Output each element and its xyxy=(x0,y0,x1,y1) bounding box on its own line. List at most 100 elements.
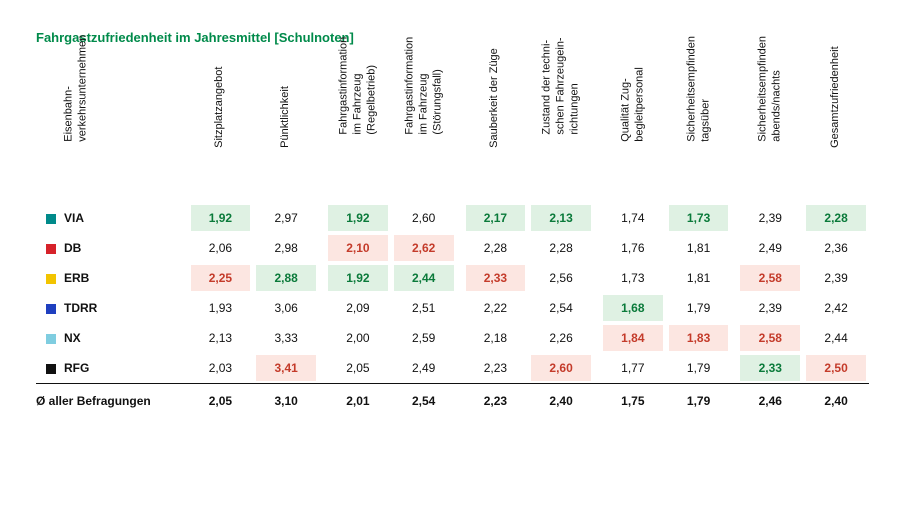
company-name: NX xyxy=(64,331,81,345)
company-cell: ERB xyxy=(36,263,182,293)
value-cell: 2,44 xyxy=(391,263,457,293)
company-cell: NX xyxy=(36,323,182,353)
value-cell: 2,39 xyxy=(803,263,869,293)
company-swatch xyxy=(46,274,56,284)
company-name: VIA xyxy=(64,211,84,225)
value-cell: 2,33 xyxy=(463,263,529,293)
company-cell: TDRR xyxy=(36,293,182,323)
table-footer-row: Ø aller Befragungen2,053,102,012,542,232… xyxy=(36,384,869,418)
column-header: Pünktlichkeit xyxy=(253,63,319,203)
table-row: ERB 2,252,881,922,442,332,561,731,812,582… xyxy=(36,263,869,293)
footer-value: 2,54 xyxy=(391,384,457,418)
value-cell: 1,76 xyxy=(600,233,666,263)
table-row: NX2,133,332,002,592,182,261,841,832,582,… xyxy=(36,323,869,353)
value-cell: 1,92 xyxy=(325,263,391,293)
value-cell: 2,13 xyxy=(188,323,254,353)
value-cell: 1,92 xyxy=(325,203,391,233)
value-cell: 2,22 xyxy=(463,293,529,323)
value-cell: 2,00 xyxy=(325,323,391,353)
column-header: Gesamtzufriedenheit xyxy=(803,63,869,203)
value-cell: 3,33 xyxy=(253,323,319,353)
value-cell: 2,44 xyxy=(803,323,869,353)
column-header: Sicherheitsempfindentagsüber xyxy=(666,63,732,203)
table-body: VIA1,922,971,922,602,172,131,741,732,392… xyxy=(36,203,869,384)
value-cell: 2,28 xyxy=(528,233,594,263)
value-cell: 2,98 xyxy=(253,233,319,263)
value-cell: 2,36 xyxy=(803,233,869,263)
value-cell: 2,17 xyxy=(463,203,529,233)
value-cell: 3,06 xyxy=(253,293,319,323)
value-cell: 1,81 xyxy=(666,233,732,263)
company-swatch xyxy=(46,244,56,254)
footer-label: Ø aller Befragungen xyxy=(36,384,182,418)
column-header: Sicherheitsempfindenabends/nachts xyxy=(737,63,803,203)
value-cell: 2,51 xyxy=(391,293,457,323)
company-name: DB xyxy=(64,241,81,255)
value-cell: 1,73 xyxy=(666,203,732,233)
column-header: Fahrgastinformationim Fahrzeug(Regelbetr… xyxy=(325,63,391,203)
value-cell: 1,81 xyxy=(666,263,732,293)
value-cell: 2,62 xyxy=(391,233,457,263)
company-swatch xyxy=(46,364,56,374)
value-cell: 1,68 xyxy=(600,293,666,323)
column-header: Fahrgastinformationim Fahrzeug(Störungsf… xyxy=(391,63,457,203)
value-cell: 2,60 xyxy=(391,203,457,233)
value-cell: 2,42 xyxy=(803,293,869,323)
table-row: TDRR1,933,062,092,512,222,541,681,792,39… xyxy=(36,293,869,323)
value-cell: 2,50 xyxy=(803,353,869,384)
company-cell: DB xyxy=(36,233,182,263)
value-cell: 2,59 xyxy=(391,323,457,353)
value-cell: 1,74 xyxy=(600,203,666,233)
value-cell: 2,58 xyxy=(737,263,803,293)
company-cell: VIA xyxy=(36,203,182,233)
value-cell: 2,49 xyxy=(391,353,457,384)
column-header: Sauberkeit der Züge xyxy=(463,63,529,203)
table-row: VIA1,922,971,922,602,172,131,741,732,392… xyxy=(36,203,869,233)
value-cell: 2,97 xyxy=(253,203,319,233)
footer-value: 2,40 xyxy=(528,384,594,418)
footer-value: 1,79 xyxy=(666,384,732,418)
column-header: Eisenbahn-verkehrsunternehmen xyxy=(36,63,182,203)
company-cell: RFG xyxy=(36,353,182,384)
value-cell: 2,28 xyxy=(463,233,529,263)
company-name: ERB xyxy=(64,271,89,285)
value-cell: 2,25 xyxy=(188,263,254,293)
company-swatch xyxy=(46,214,56,224)
company-swatch xyxy=(46,334,56,344)
value-cell: 2,33 xyxy=(737,353,803,384)
value-cell: 1,92 xyxy=(188,203,254,233)
value-cell: 2,06 xyxy=(188,233,254,263)
value-cell: 2,60 xyxy=(528,353,594,384)
page-title: Fahrgastzufriedenheit im Jahresmittel [S… xyxy=(36,30,869,45)
value-cell: 2,28 xyxy=(803,203,869,233)
value-cell: 1,84 xyxy=(600,323,666,353)
value-cell: 2,54 xyxy=(528,293,594,323)
column-header: Sitzplatzangebot xyxy=(188,63,254,203)
value-cell: 2,58 xyxy=(737,323,803,353)
footer-value: 2,05 xyxy=(188,384,254,418)
value-cell: 3,41 xyxy=(253,353,319,384)
footer-value: 2,23 xyxy=(463,384,529,418)
value-cell: 2,39 xyxy=(737,203,803,233)
table-row: DB2,062,982,102,622,282,281,761,812,492,… xyxy=(36,233,869,263)
value-cell: 1,79 xyxy=(666,293,732,323)
value-cell: 1,77 xyxy=(600,353,666,384)
column-header: Qualität Zug-begleitpersonal xyxy=(600,63,666,203)
value-cell: 2,03 xyxy=(188,353,254,384)
table-row: RFG2,033,412,052,492,232,601,771,792,332… xyxy=(36,353,869,384)
value-cell: 2,39 xyxy=(737,293,803,323)
company-name: RFG xyxy=(64,361,89,375)
value-cell: 2,49 xyxy=(737,233,803,263)
value-cell: 1,83 xyxy=(666,323,732,353)
table-header-row: Eisenbahn-verkehrsunternehmenSitzplatzan… xyxy=(36,63,869,203)
value-cell: 2,88 xyxy=(253,263,319,293)
value-cell: 2,56 xyxy=(528,263,594,293)
value-cell: 2,23 xyxy=(463,353,529,384)
value-cell: 2,05 xyxy=(325,353,391,384)
ratings-table: Eisenbahn-verkehrsunternehmenSitzplatzan… xyxy=(36,63,869,418)
footer-value: 2,46 xyxy=(737,384,803,418)
value-cell: 1,73 xyxy=(600,263,666,293)
column-header: Zustand der techni-schen Fahrzeugein-ric… xyxy=(528,63,594,203)
value-cell: 2,26 xyxy=(528,323,594,353)
footer-value: 2,01 xyxy=(325,384,391,418)
